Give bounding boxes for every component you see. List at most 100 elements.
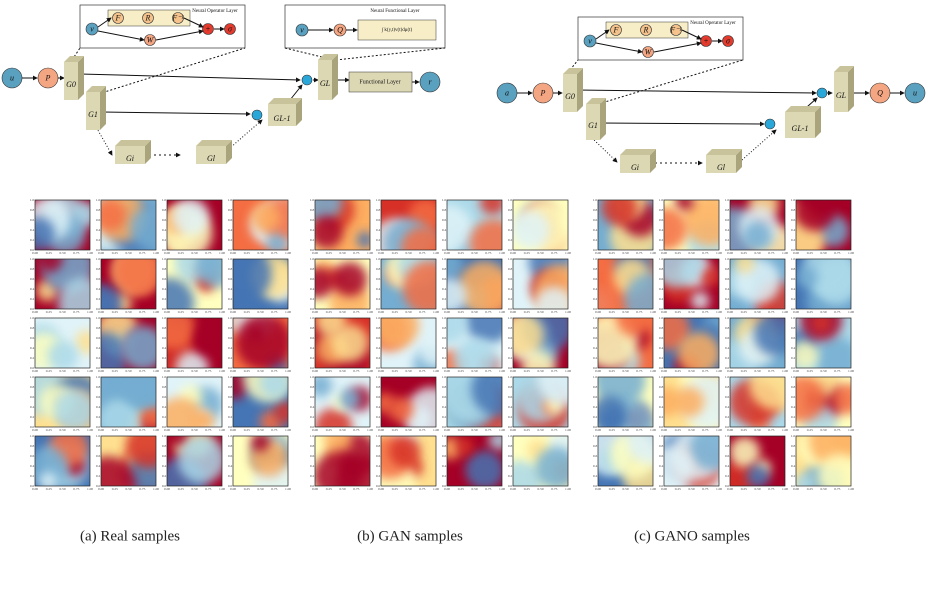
y-tick-label: 1.0 (96, 375, 101, 379)
sample-tile (381, 200, 436, 250)
y-tick-label: 0.2 (228, 474, 233, 478)
layer (115, 146, 145, 164)
tile-frame (380, 199, 437, 251)
tile-blob (457, 261, 502, 309)
x-tick-label: 0.75 (271, 251, 277, 255)
y-tick-label: 0.6 (593, 277, 598, 281)
sample-tile (598, 200, 653, 250)
x-tick-label: 0.00 (230, 369, 236, 373)
tile-blob (381, 318, 420, 349)
x-tick-label: 0.00 (230, 487, 236, 491)
x-tick-label: 0.00 (661, 487, 667, 491)
y-tick-label: 0.4 (310, 405, 315, 409)
connector (591, 137, 618, 163)
x-tick-label: 0.00 (661, 251, 667, 255)
x-tick-label: 0.00 (98, 369, 104, 373)
tile-frame (663, 317, 720, 369)
sample-tile (796, 436, 851, 486)
y-tick-label: 0.6 (791, 277, 796, 281)
node-label: F (613, 25, 619, 34)
y-tick-label: 1.0 (442, 257, 447, 261)
x-tick-label: 1.00 (87, 369, 93, 373)
y-tick-label: 1.0 (442, 434, 447, 438)
y-tick-label: 0.0 (96, 366, 101, 370)
tile-frame (512, 376, 569, 428)
y-tick-label: 0.0 (310, 425, 315, 429)
tile-blob (250, 202, 280, 233)
sample-tile (796, 200, 851, 250)
y-tick-label: 0.4 (659, 228, 664, 232)
functional-layer (348, 71, 413, 93)
inset-title: Neural Operator Layer (690, 21, 736, 26)
node-label: + (205, 24, 210, 33)
connector (97, 30, 145, 42)
y-tick-label: 0.2 (30, 297, 35, 301)
x-tick-label: 0.25 (326, 369, 332, 373)
x-tick-label: 1.00 (565, 369, 571, 373)
y-tick-label: 0.2 (162, 356, 167, 360)
x-tick-label: 0.00 (378, 310, 384, 314)
y-tick-label: 0.8 (659, 208, 664, 212)
tile-blob (796, 340, 819, 368)
y-tick-label: 0.4 (30, 346, 35, 350)
tile-frame (663, 199, 720, 251)
tile-frame (100, 258, 157, 310)
y-tick-label: 0.2 (791, 356, 796, 360)
y-tick-label: 0.8 (508, 385, 513, 389)
layer (834, 72, 848, 112)
y-tick-label: 0.4 (162, 464, 167, 468)
node-label: u (913, 88, 917, 97)
y-tick-label: 1.0 (96, 198, 101, 202)
layer (196, 146, 226, 164)
x-tick-label: 0.00 (661, 310, 667, 314)
y-tick-label: 0.8 (791, 326, 796, 330)
x-tick-label: 0.25 (741, 310, 747, 314)
x-tick-label: 0.50 (125, 487, 131, 491)
tile-frame (597, 435, 654, 487)
layer-top (196, 140, 232, 146)
tile-blob (664, 446, 693, 486)
y-tick-label: 1.0 (791, 316, 796, 320)
y-tick-label: 0.6 (30, 395, 35, 399)
sample-tile (167, 200, 222, 250)
y-tick-label: 0.6 (376, 336, 381, 340)
sample-tile (447, 377, 502, 427)
tile-blob (796, 377, 825, 423)
node (202, 23, 214, 35)
x-tick-label: 0.00 (312, 310, 318, 314)
y-tick-label: 0.2 (508, 238, 513, 242)
layer-side (650, 149, 656, 173)
layer-label: GL-1 (274, 114, 291, 123)
x-tick-label: 0.75 (485, 487, 491, 491)
x-tick-label: 0.00 (164, 251, 170, 255)
y-tick-label: 0.0 (228, 366, 233, 370)
y-tick-label: 0.6 (376, 277, 381, 281)
y-tick-label: 0.4 (228, 405, 233, 409)
x-tick-label: 1.00 (219, 428, 225, 432)
x-tick-label: 0.25 (244, 251, 250, 255)
y-tick-label: 0.0 (96, 425, 101, 429)
node (112, 12, 124, 24)
x-tick-label: 0.00 (510, 428, 516, 432)
x-tick-label: 0.00 (793, 487, 799, 491)
layer-label: GL (836, 91, 847, 100)
x-tick-label: 0.50 (688, 251, 694, 255)
x-tick-label: 0.50 (339, 251, 345, 255)
tile-blob (616, 318, 650, 337)
tile-blob (175, 351, 209, 368)
connector (594, 59, 744, 106)
node-label: u (10, 73, 14, 82)
tile-blob (339, 388, 361, 410)
x-tick-label: 0.25 (609, 251, 615, 255)
layer-side (100, 86, 106, 130)
x-tick-label: 0.50 (820, 487, 826, 491)
y-tick-label: 0.0 (162, 425, 167, 429)
x-tick-label: 0.25 (741, 251, 747, 255)
y-tick-label: 1.0 (162, 198, 167, 202)
node-label: F⁻¹ (171, 13, 184, 22)
y-tick-label: 0.6 (442, 454, 447, 458)
tile-blob (101, 200, 126, 232)
y-tick-label: 1.0 (310, 316, 315, 320)
x-tick-label: 0.50 (339, 428, 345, 432)
y-tick-label: 0.6 (310, 336, 315, 340)
